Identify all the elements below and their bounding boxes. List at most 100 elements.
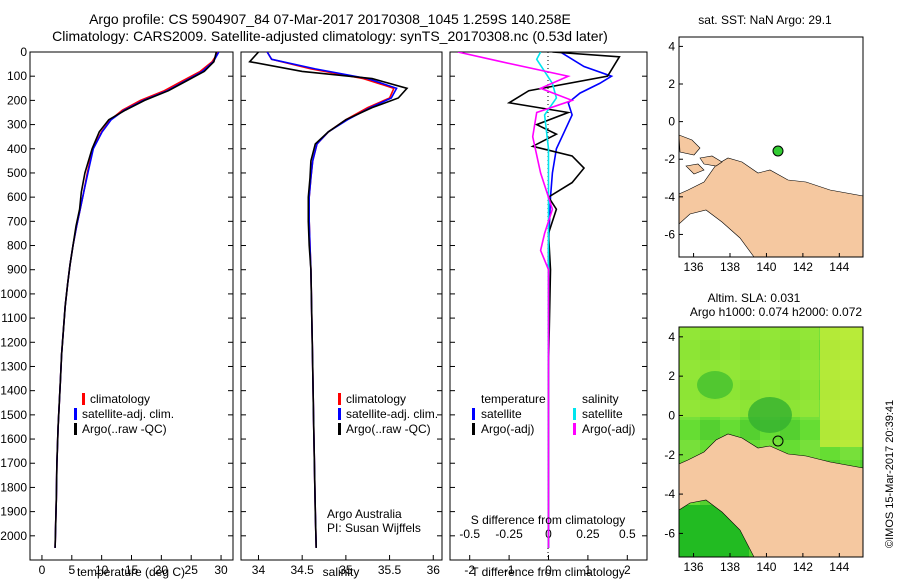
x-tick-label: 25 (185, 563, 199, 577)
map-x-tick-label: 136 (684, 560, 704, 574)
map-y-tick-label: 2 (668, 369, 675, 383)
top-tick-label: -0.25 (495, 527, 523, 541)
x-tick-label: 30 (214, 563, 228, 577)
y-tick-label: 900 (7, 263, 27, 277)
difference-legend: temperature salinity satellite Argo(-adj… (472, 392, 635, 436)
y-tick-label: 1500 (0, 408, 27, 422)
island-land (678, 134, 701, 156)
temperature-legend: climatology satellite-adj. clim. Argo(..… (74, 392, 174, 436)
sla-map: Altim. SLA: 0.031 Argo h1000: 0.074 h200… (664, 291, 864, 574)
x-tick-label: 35.5 (378, 563, 402, 577)
y-tick-label: 500 (7, 166, 27, 180)
legend-temp-satellite-swatch (472, 408, 475, 420)
imos-credit: ©IMOS 15-Mar-2017 20:39:41 (884, 400, 896, 548)
y-tick-label: 100 (7, 69, 27, 83)
x-tick-label: -2 (464, 563, 475, 577)
x-tick-label: 1 (585, 563, 592, 577)
y-tick-label: 2000 (0, 529, 27, 543)
y-tick-label: 1800 (0, 480, 27, 494)
new-guinea-land (678, 433, 864, 558)
top-tick-label: -0.5 (459, 527, 480, 541)
y-tick-label: 1100 (1, 311, 27, 325)
map-x-tick-label: 140 (756, 560, 776, 574)
map-x-tick-label: 142 (793, 260, 813, 274)
legend-climatology-swatch (82, 393, 85, 405)
legend-satellite-label: satellite-adj. clim. (82, 407, 174, 421)
map-y-tick-label: 2 (668, 77, 675, 91)
legend-argo-label: Argo(..raw -QC) (82, 422, 167, 436)
sla-region (679, 327, 819, 417)
sla-region (820, 327, 863, 447)
argo-position-marker (772, 145, 784, 157)
legend-sal-argo-swatch (573, 423, 576, 435)
series-line-salinity_argo (457, 52, 575, 548)
map-y-tick-label: -2 (664, 448, 675, 462)
map-x-tick-label: 138 (720, 260, 740, 274)
y-tick-label: 800 (7, 239, 27, 253)
sst-map: sat. SST: NaN Argo: 29.1 136 138 140 142 144… (664, 13, 864, 274)
top-tick-label: 0.5 (619, 527, 636, 541)
island-land (685, 163, 705, 175)
top-tick-label: 0.25 (576, 527, 600, 541)
x-tick-label: 15 (125, 563, 139, 577)
legend-climatology-label: climatology (90, 392, 150, 406)
temperature-panel: 0100200300400500600700800900100011001200… (0, 45, 234, 579)
series-line-argo (248, 52, 409, 548)
map-y-tick-label: 4 (668, 39, 675, 53)
y-tick-label: 600 (7, 190, 27, 204)
y-tick-label: 0 (20, 45, 27, 59)
sst-map-frame (678, 36, 864, 258)
y-tick-label: 700 (7, 214, 27, 228)
legend-sal-argo-label: Argo(-adj) (582, 422, 635, 436)
legend-argo-swatch (74, 423, 77, 435)
header-line-1: Argo profile: CS 5904907_84 07-Mar-2017 … (89, 11, 571, 27)
x-tick-label: 36 (427, 563, 441, 577)
x-tick-label: 5 (68, 563, 75, 577)
salinity-legend: climatology satellite-adj. clim. Argo(..… (338, 392, 438, 436)
legend-sal-satellite-label: satellite (582, 407, 623, 421)
y-tick-label: 400 (7, 142, 27, 156)
legend-temperature-title: temperature (481, 392, 546, 406)
legend-temp-argo-swatch (472, 423, 475, 435)
map-y-tick-label: -4 (664, 190, 675, 204)
map-y-tick-label: -6 (664, 227, 675, 241)
y-tick-label: 1200 (0, 335, 27, 349)
legend-temp-argo-label: Argo(-adj) (481, 422, 534, 436)
map-x-tick-label: 136 (684, 260, 704, 274)
map-y-tick-label: -6 (664, 526, 675, 540)
x-tick-label: 0 (39, 563, 46, 577)
y-tick-label: 200 (7, 93, 27, 107)
salinity-panel: 34 34.5 35 35.5 36 climatology satellite-adj… (240, 51, 443, 579)
legend-climatology-swatch (338, 393, 341, 405)
x-tick-label: 35 (339, 563, 353, 577)
difference-top-label: S difference from climatology (471, 513, 626, 527)
x-tick-label: 34.5 (290, 563, 314, 577)
map-x-tick-label: 142 (793, 560, 813, 574)
x-tick-label: 2 (624, 563, 631, 577)
map-y-tick-label: -4 (664, 487, 675, 501)
legend-argo-swatch (338, 423, 341, 435)
map-x-tick-label: 144 (829, 560, 849, 574)
series-line-argo (54, 52, 218, 548)
x-tick-label: 10 (95, 563, 109, 577)
x-tick-label: 20 (155, 563, 169, 577)
legend-salinity-title: salinity (582, 392, 619, 406)
y-tick-label: 1900 (0, 505, 27, 519)
sla-region (748, 397, 792, 433)
map-y-tick-label: 4 (668, 330, 675, 344)
y-tick-label: 300 (7, 118, 27, 132)
x-tick-label: -1 (504, 563, 515, 577)
sla-region (697, 371, 733, 399)
difference-panel: -2 -1 0 1 2 -0.5 -0.25 0 0.25 0.5 temperature sa… (449, 51, 648, 579)
temperature-axes (29, 51, 234, 561)
legend-climatology-label: climatology (346, 392, 406, 406)
sla-map-title-2: Argo h1000: 0.074 h2000: 0.072 (690, 305, 862, 319)
legend-argo-label: Argo(..raw -QC) (346, 422, 431, 436)
map-x-tick-label: 138 (720, 560, 740, 574)
map-x-tick-label: 144 (829, 260, 849, 274)
y-tick-label: 1700 (0, 456, 27, 470)
sla-map-title-1: Altim. SLA: 0.031 (708, 291, 801, 305)
y-tick-label: 1400 (0, 384, 27, 398)
salinity-x-label: salinity (323, 565, 360, 579)
